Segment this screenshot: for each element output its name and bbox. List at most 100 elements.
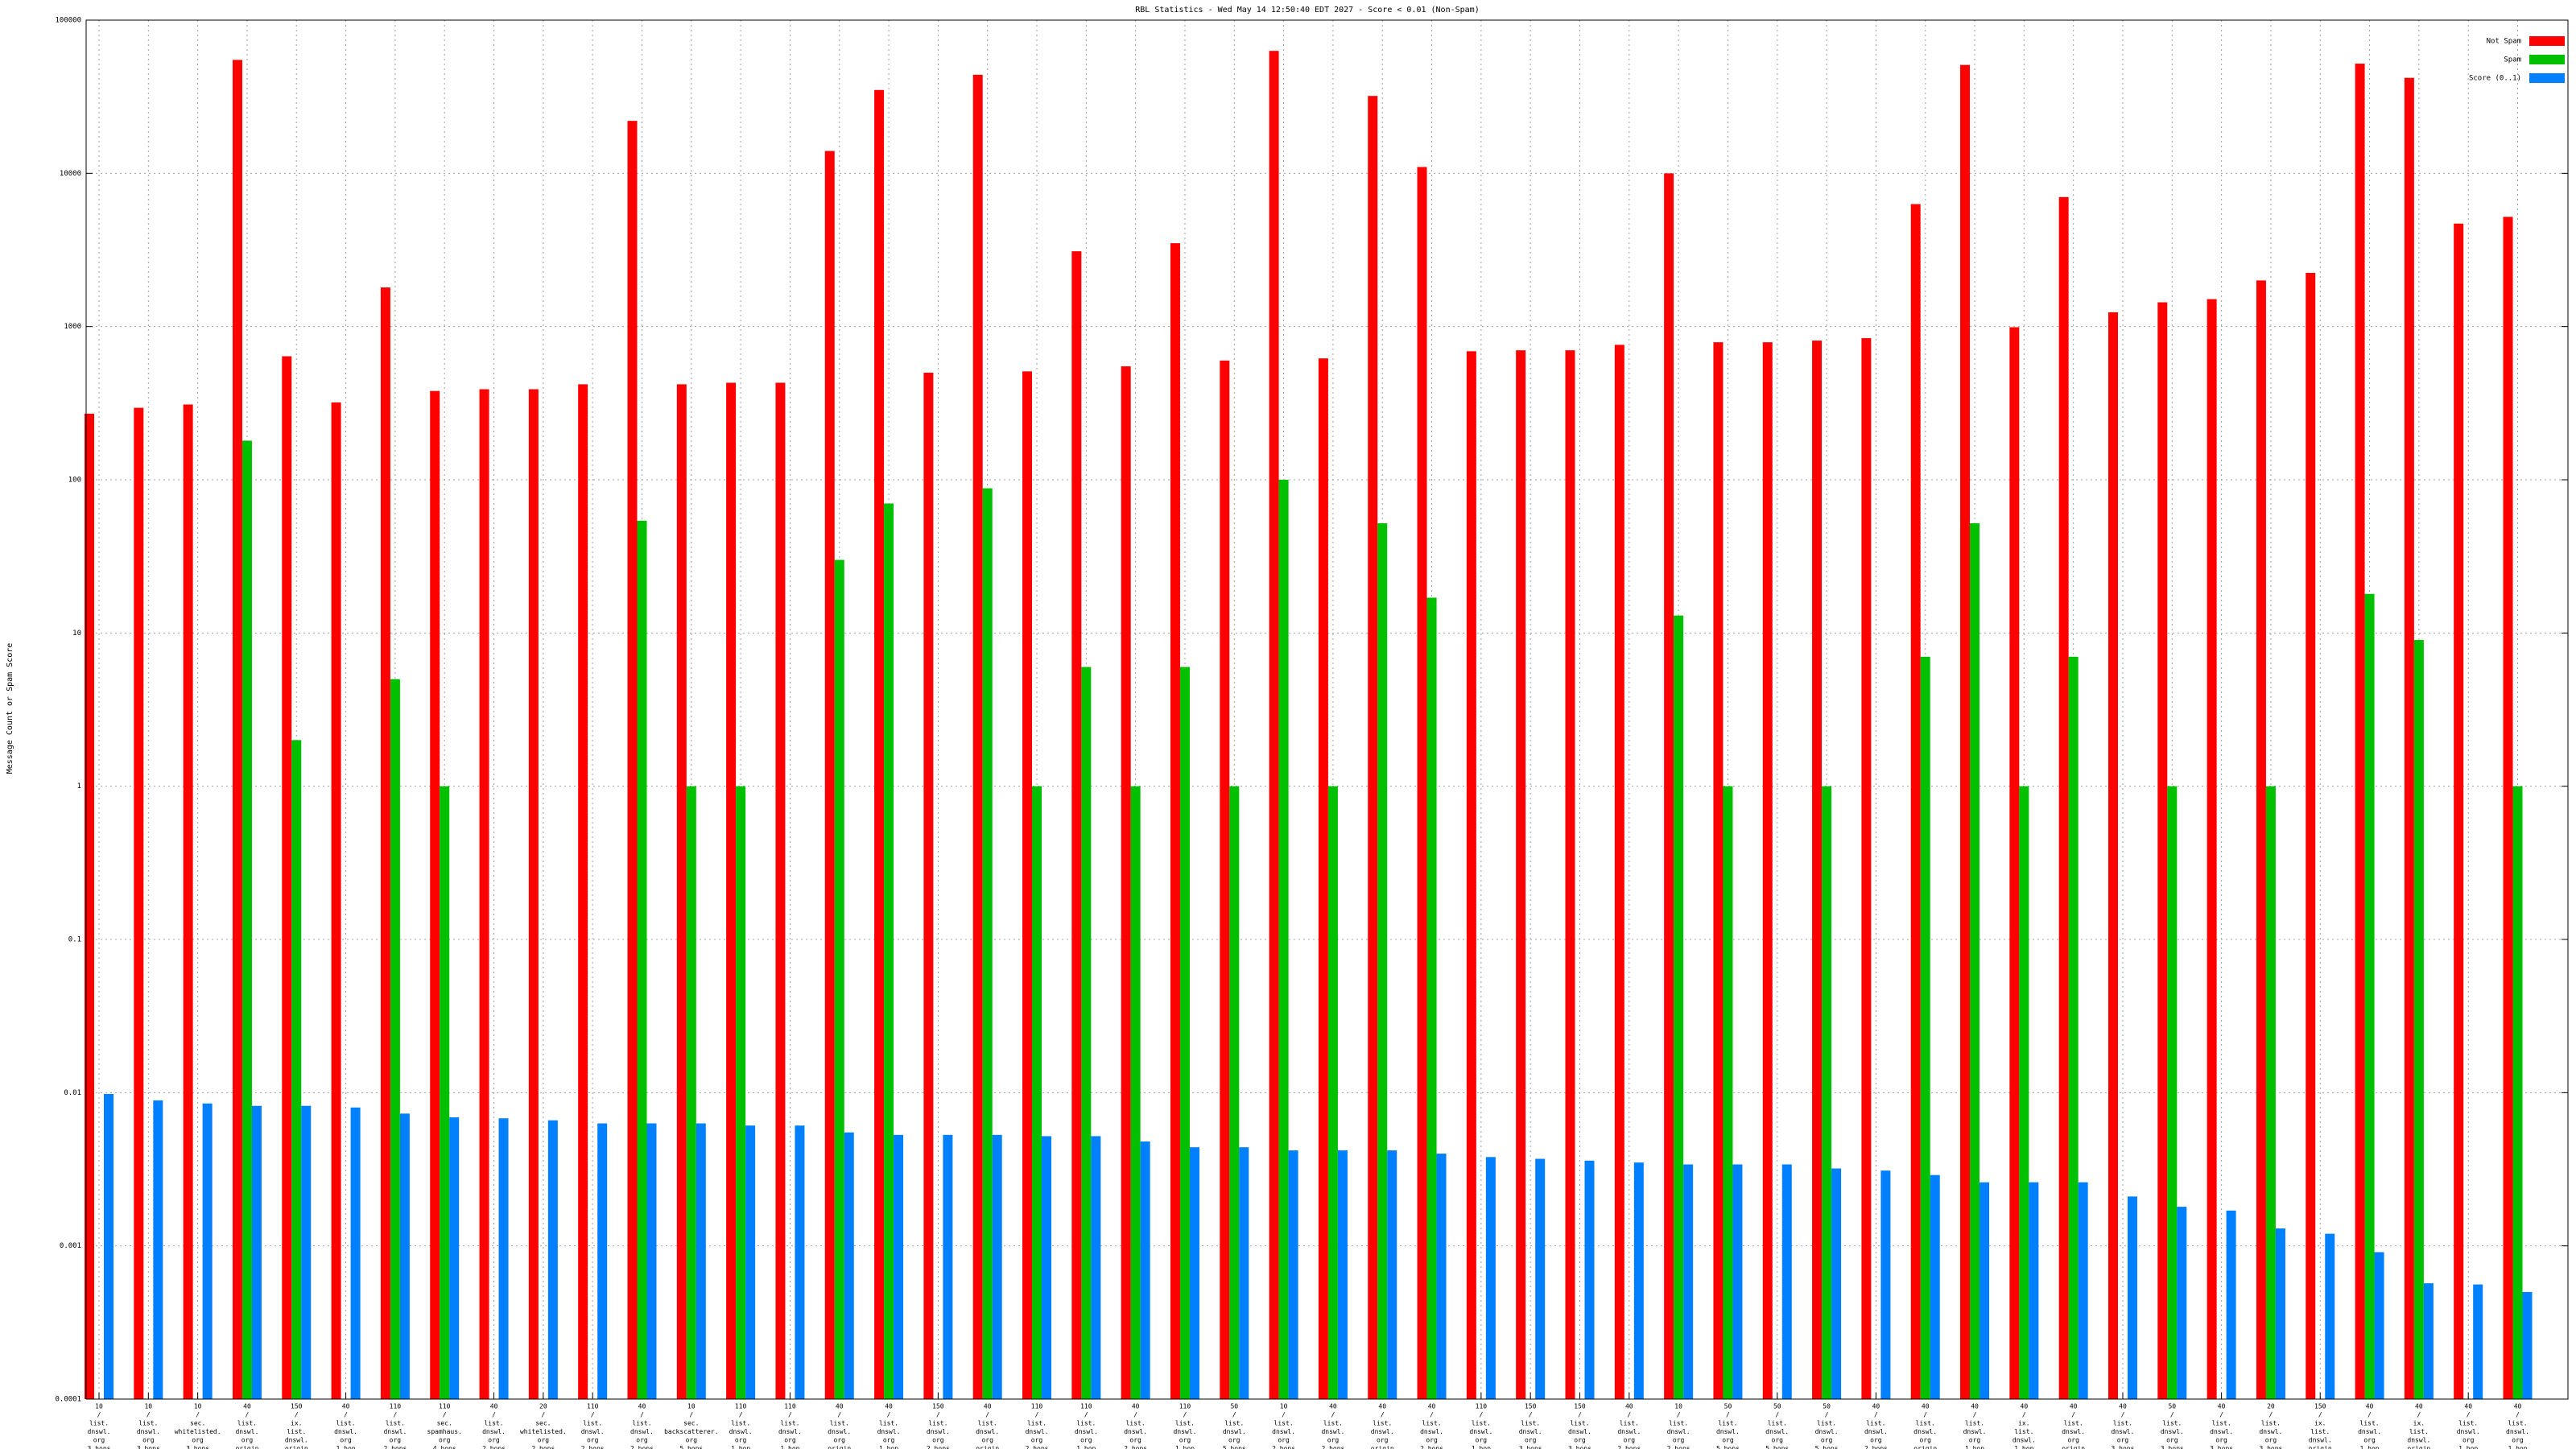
bar <box>578 384 588 1399</box>
bar <box>1861 338 1872 1399</box>
x-tick-label-line: / <box>2368 1411 2372 1418</box>
bar <box>844 1132 854 1399</box>
bar <box>874 89 885 1399</box>
x-tick-label-line: list. <box>583 1420 602 1427</box>
x-tick-label-line: / <box>1874 1411 1878 1418</box>
x-tick-label-line: org <box>93 1437 105 1444</box>
x-tick-label-line: whitelisted. <box>520 1428 567 1435</box>
x-tick-label-line: org <box>1327 1437 1340 1444</box>
bar <box>1081 667 1092 1399</box>
x-tick-label-line: backscatterer. <box>664 1428 718 1435</box>
x-tick-label-line: org <box>2166 1437 2178 1444</box>
x-tick-label-line: / <box>640 1411 644 1418</box>
x-tick-label-line: list. <box>731 1420 750 1427</box>
y-tick-label: 10000 <box>60 170 81 178</box>
bar <box>1022 371 1033 1399</box>
x-tick-label-line: 10 <box>1280 1403 1288 1410</box>
x-tick-label-line: dnswl. <box>927 1428 950 1435</box>
x-tick-label-line: dnswl. <box>383 1428 407 1435</box>
bar <box>2503 217 2513 1400</box>
bar <box>104 1094 114 1399</box>
x-tick-label-line: 1 hop <box>2508 1445 2527 1449</box>
x-tick-label-line: / <box>1430 1411 1434 1418</box>
x-tick-label-line: 1 hop <box>780 1445 799 1449</box>
x-tick-label-line: dnswl. <box>1765 1428 1789 1435</box>
x-tick-label-line: 110 <box>439 1403 451 1410</box>
x-tick-label-line: org <box>1821 1437 1833 1444</box>
bar <box>2454 223 2464 1400</box>
x-tick-label: 40/ ix.list. dnswl.origin <box>2407 1403 2430 1449</box>
bar <box>726 382 737 1400</box>
x-tick-label-line: 40 <box>2218 1403 2226 1410</box>
x-tick-label-line: 2 hops <box>1864 1445 1888 1449</box>
bar <box>1436 1154 1447 1399</box>
x-tick-label-line: dnswl. <box>1913 1428 1937 1435</box>
x-tick-label-line: 2 hops <box>1026 1445 1049 1449</box>
bar <box>2207 299 2217 1400</box>
x-tick-label-line: list. <box>2064 1420 2083 1427</box>
bar <box>1091 1136 1101 1399</box>
x-tick-label-line: list. <box>2360 1420 2380 1427</box>
x-tick-label-line: org <box>932 1437 944 1444</box>
x-tick-label-line: org <box>1673 1437 1685 1444</box>
bar <box>1269 51 1279 1400</box>
x-tick-label-line: dnswl. <box>1469 1428 1492 1435</box>
x-tick-label-line: dnswl. <box>729 1428 753 1435</box>
x-tick-label-line: org <box>1525 1437 1537 1444</box>
x-tick-label-line: 110 <box>1179 1403 1191 1410</box>
bar <box>696 1123 706 1399</box>
bar <box>1516 350 1526 1399</box>
x-tick-label-line: list. <box>2261 1420 2281 1427</box>
y-tick-label: 10 <box>72 630 81 638</box>
x-tick-label-line: org <box>242 1437 254 1444</box>
bar <box>1930 1174 1940 1399</box>
bar <box>1723 786 1733 1399</box>
y-tick-label: 100000 <box>55 17 81 25</box>
x-tick-label-line: list. <box>336 1420 356 1427</box>
x-tick-label-line: org <box>142 1437 155 1444</box>
x-tick-label-line: list. <box>830 1420 849 1427</box>
x-tick-label-line: org <box>2117 1437 2129 1444</box>
x-tick-label-line: / <box>1133 1411 1137 1418</box>
x-tick-label-line: dnswl. <box>828 1428 851 1435</box>
x-tick-label-line: org <box>1377 1437 1389 1444</box>
x-tick-label-line: org <box>784 1437 796 1444</box>
bar <box>1664 173 1674 1399</box>
x-tick-label-line: list. <box>978 1420 997 1427</box>
bar <box>1466 351 1476 1399</box>
x-tick-label-line: dnswl. <box>1075 1428 1098 1435</box>
x-tick-label-line: 40 <box>1329 1403 1337 1410</box>
y-tick-label: 1000 <box>64 323 81 331</box>
x-tick-label-line: / <box>1479 1411 1483 1418</box>
x-tick-label-line: sec. <box>437 1420 452 1427</box>
x-tick-label-line: dnswl. <box>2161 1428 2184 1435</box>
x-tick-label-line: list. <box>1570 1420 1589 1427</box>
x-tick-label-line: 3 hops <box>2259 1445 2282 1449</box>
x-tick-label-line: / <box>393 1411 397 1418</box>
bar <box>1683 1164 1694 1399</box>
bar <box>291 740 302 1399</box>
x-tick-label-line: origin <box>285 1445 308 1449</box>
x-tick-label-line: / <box>1726 1411 1730 1418</box>
bar <box>479 389 489 1399</box>
bar <box>134 407 144 1400</box>
x-tick-label-line: 110 <box>1031 1403 1043 1410</box>
x-tick-label-line: org <box>1476 1437 1488 1444</box>
bar <box>251 1105 262 1399</box>
bar <box>1368 96 1378 1400</box>
x-tick-label-line: list. <box>2409 1428 2429 1435</box>
x-tick-label-line: list. <box>1126 1420 1146 1427</box>
